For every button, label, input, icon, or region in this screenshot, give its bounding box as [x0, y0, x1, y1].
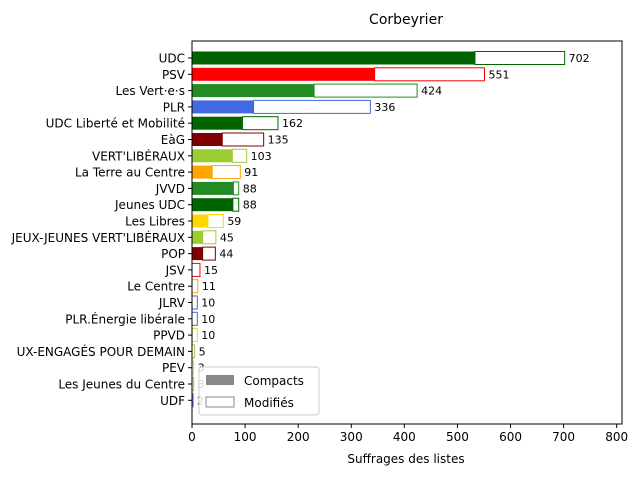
- bar-value-label: 10: [201, 313, 215, 326]
- bar-compacts: [192, 214, 208, 228]
- bar-modifies: [374, 67, 486, 82]
- y-tick-label: JLRV: [158, 296, 186, 310]
- bar-compacts: [192, 100, 254, 114]
- x-tick-label: 600: [499, 430, 522, 444]
- bar-modifies: [202, 246, 216, 261]
- y-tick-label: UDC: [159, 52, 185, 66]
- legend-label: Compacts: [244, 374, 304, 388]
- bar-value-label: 59: [227, 215, 241, 228]
- chart-title: Corbeyrier: [369, 12, 443, 28]
- x-tick-label: 100: [234, 430, 257, 444]
- y-tick-label: JVVD: [155, 182, 185, 196]
- bar-value-label: 10: [201, 297, 215, 310]
- bar-modifies: [191, 262, 201, 277]
- y-tick-label: UDC Liberté et Mobilité: [46, 117, 185, 131]
- y-tick-label: UX-ENGAGÉS POUR DEMAIN: [17, 344, 185, 359]
- bar-value-label: 10: [201, 329, 215, 342]
- bar-value-label: 103: [251, 150, 272, 163]
- bar-modifies: [221, 132, 265, 147]
- bar-value-label: 11: [202, 280, 216, 293]
- x-tick-label: 800: [605, 430, 628, 444]
- x-tick-label: 300: [340, 430, 363, 444]
- bar-value-label: 45: [220, 231, 234, 244]
- bar-modifies: [241, 116, 279, 131]
- x-tick-label: 500: [446, 430, 469, 444]
- bar-modifies: [191, 295, 198, 310]
- bar-compacts: [192, 165, 213, 179]
- bar-compacts: [192, 51, 475, 65]
- y-tick-label: VERT'LIBÉRAUX: [92, 148, 185, 163]
- bar-value-label: 44: [219, 248, 233, 261]
- bar-compacts: [192, 149, 233, 163]
- bar-modifies: [474, 51, 566, 65]
- x-axis: 0 100 200 300 400 500 600 700 800: [188, 424, 628, 444]
- y-tick-label: La Terre au Centre: [75, 166, 185, 180]
- bar-modifies: [232, 181, 240, 196]
- bar-compacts: [192, 198, 233, 212]
- bar-value-label: 88: [243, 199, 257, 212]
- bar-modifies: [202, 230, 217, 245]
- x-tick-label: 0: [188, 430, 196, 444]
- y-tick-label: Les Libres: [125, 215, 185, 229]
- y-tick-label: PPVD: [153, 329, 185, 343]
- legend-swatch-filled: [206, 375, 234, 385]
- plot-frame: [191, 40, 623, 425]
- bar-modifies: [211, 165, 241, 180]
- y-tick-label: POP: [161, 247, 185, 261]
- bar-modifies: [191, 328, 198, 343]
- bar-compacts: [192, 247, 203, 261]
- y-tick-label: Les Jeunes du Centre: [58, 378, 185, 392]
- bar-value-label: 162: [282, 117, 303, 130]
- y-tick-label: PSV: [162, 68, 186, 82]
- bar-value-label: 135: [268, 134, 289, 147]
- y-tick-label: Les Vert·e·s: [116, 84, 186, 98]
- bar-modifies: [313, 83, 418, 98]
- bar-modifies: [191, 311, 198, 326]
- bar-value-label: 336: [374, 101, 395, 114]
- bar-modifies: [231, 148, 248, 163]
- x-tick-label: 400: [393, 430, 416, 444]
- legend: Compacts Modifiés: [198, 366, 320, 416]
- bar-value-label: 88: [243, 182, 257, 195]
- bar-value-label: 5: [199, 345, 206, 358]
- bar-compacts: [192, 67, 375, 81]
- bar-compacts: [192, 181, 234, 195]
- y-tick-label: PLR: [163, 100, 185, 114]
- x-tick-label: 200: [287, 430, 310, 444]
- y-tick-label: UDF: [160, 394, 185, 408]
- bar-modifies: [191, 279, 199, 294]
- bar-value-label: 702: [569, 52, 590, 65]
- bar-value-label: 424: [421, 85, 442, 98]
- bar-compacts: [192, 84, 315, 98]
- bar-value-label: 15: [204, 264, 218, 277]
- bar-compacts: [192, 133, 223, 146]
- bar-compacts: [192, 116, 243, 130]
- y-tick-label: Jeunes UDC: [114, 198, 185, 212]
- y-tick-label: Le Centre: [127, 280, 185, 294]
- y-tick-label: JEUX-JEUNES VERT'LIBÉRAUX: [11, 230, 185, 245]
- bar-modifies: [207, 214, 224, 228]
- bar-value-label: 551: [489, 68, 510, 81]
- legend-label: Modifiés: [244, 396, 294, 410]
- y-tick-label: EàG: [161, 133, 185, 147]
- bar-modifies: [232, 197, 240, 212]
- y-tick-label: PEV: [162, 361, 186, 375]
- bars-group: 7025514243361621351039188885945441511101…: [191, 51, 590, 408]
- x-axis-label: Suffrages des listes: [347, 452, 464, 466]
- x-tick-label: 700: [552, 430, 575, 444]
- bar-modifies: [253, 99, 371, 114]
- bar-compacts: [192, 230, 203, 244]
- legend-swatch-outline: [205, 396, 235, 408]
- y-tick-labels: UDC PSV Les Vert·e·s PLR UDC Liberté et Mobi…: [11, 52, 192, 408]
- bar-value-label: 91: [244, 166, 258, 179]
- y-tick-label: JSV: [165, 263, 186, 277]
- y-tick-label: PLR.Énergie libérale: [65, 311, 185, 326]
